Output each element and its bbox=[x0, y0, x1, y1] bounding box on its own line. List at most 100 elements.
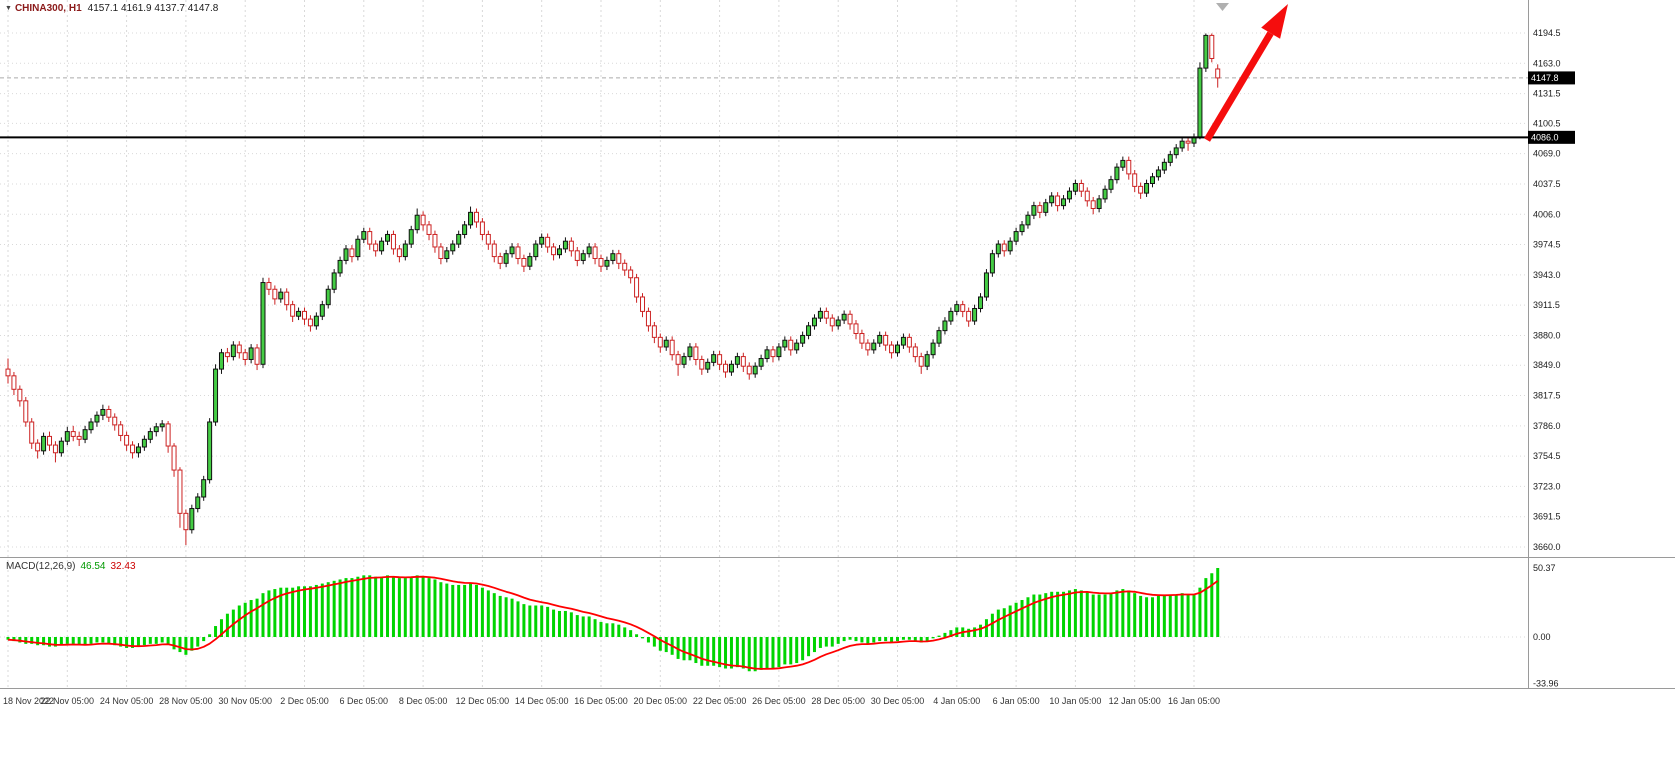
macd-bar bbox=[6, 637, 10, 640]
macd-bar bbox=[303, 586, 306, 637]
macd-bar bbox=[1156, 595, 1160, 637]
candle bbox=[906, 336, 912, 348]
macd-bar bbox=[1121, 589, 1125, 637]
macd-bar bbox=[71, 637, 75, 644]
macd-bar bbox=[113, 637, 117, 646]
candle bbox=[248, 347, 254, 360]
candle bbox=[889, 344, 895, 354]
macd-bar bbox=[214, 626, 218, 637]
macd-bar bbox=[866, 637, 870, 644]
price-scale[interactable] bbox=[1529, 0, 1675, 688]
time-axis-label: 14 Dec 05:00 bbox=[515, 696, 569, 706]
macd-bar bbox=[884, 637, 888, 642]
macd-bar bbox=[273, 589, 277, 637]
time-axis-labels: 18 Nov 202222 Nov 05:00 24 Nov 05:00 28 No… bbox=[3, 696, 1220, 706]
macd-pane[interactable] bbox=[0, 559, 1528, 688]
macd-bar bbox=[261, 593, 265, 637]
candle bbox=[811, 317, 817, 327]
macd-bar bbox=[919, 637, 923, 643]
time-scale[interactable] bbox=[0, 689, 1675, 713]
macd-bar bbox=[729, 637, 733, 669]
candle bbox=[527, 256, 533, 267]
candle bbox=[829, 317, 835, 327]
macd-bar bbox=[931, 637, 935, 639]
candle bbox=[1215, 68, 1221, 79]
candle bbox=[1114, 166, 1120, 181]
candle bbox=[895, 344, 900, 354]
candle bbox=[1031, 205, 1037, 216]
candle bbox=[586, 246, 592, 255]
chart-shift-marker-icon[interactable] bbox=[1216, 3, 1229, 11]
candle bbox=[343, 248, 349, 261]
candle bbox=[764, 349, 770, 360]
macd-bar bbox=[338, 579, 342, 637]
macd-bar bbox=[984, 619, 988, 637]
candle bbox=[94, 414, 100, 423]
trend-arrow[interactable] bbox=[1203, 4, 1288, 142]
macd-bar bbox=[872, 637, 876, 643]
candle bbox=[948, 310, 954, 322]
macd-bar bbox=[848, 637, 852, 640]
candle bbox=[47, 435, 53, 446]
macd-bar bbox=[1026, 597, 1030, 637]
macd-bar bbox=[735, 637, 739, 668]
macd-bar bbox=[925, 637, 929, 642]
macd-bar bbox=[48, 637, 52, 647]
macd-bar bbox=[1180, 593, 1184, 637]
candle bbox=[1061, 198, 1067, 207]
candle bbox=[1144, 182, 1150, 194]
candle bbox=[64, 431, 70, 442]
macd-bar bbox=[1192, 594, 1196, 637]
macd-bar bbox=[59, 637, 63, 646]
macd-bar bbox=[18, 637, 22, 643]
macd-bar bbox=[1115, 590, 1119, 637]
price-axis-label: 4163.0 bbox=[1533, 58, 1561, 68]
macd-bar bbox=[1008, 605, 1012, 637]
macd-bar bbox=[599, 621, 603, 637]
candle bbox=[788, 339, 794, 351]
macd-histogram bbox=[6, 567, 1220, 672]
time-axis-label: 30 Dec 05:00 bbox=[871, 696, 925, 706]
price-axis-label: 3911.5 bbox=[1533, 300, 1560, 310]
macd-bar bbox=[208, 634, 212, 637]
candle bbox=[313, 315, 319, 327]
macd-bar bbox=[457, 584, 461, 637]
macd-bar bbox=[36, 637, 40, 646]
hline-price-tag-text: 4086.0 bbox=[1531, 132, 1559, 142]
macd-bar bbox=[397, 578, 401, 637]
macd-bar bbox=[676, 637, 680, 659]
price-axis-label: 4194.5 bbox=[1533, 28, 1561, 38]
macd-bar bbox=[623, 627, 627, 637]
candle bbox=[574, 250, 580, 261]
candle bbox=[254, 347, 260, 365]
candle bbox=[319, 304, 325, 317]
macd-bar bbox=[196, 637, 200, 647]
candle bbox=[361, 231, 367, 240]
macd-bar bbox=[1085, 591, 1089, 637]
candle bbox=[853, 323, 859, 335]
macd-bar bbox=[83, 637, 87, 646]
macd-bar bbox=[534, 605, 538, 637]
macd-bar bbox=[1050, 591, 1054, 637]
price-gridlines bbox=[0, 32, 1528, 548]
time-axis-label: 24 Nov 05:00 bbox=[100, 696, 154, 706]
candle bbox=[1055, 195, 1061, 207]
macd-bar bbox=[546, 606, 550, 637]
chart-plot-area[interactable] bbox=[0, 0, 1528, 557]
candle bbox=[717, 354, 723, 365]
macd-bar bbox=[611, 623, 615, 637]
time-axis-label: 10 Jan 05:00 bbox=[1049, 696, 1101, 706]
candle bbox=[1078, 182, 1084, 192]
macd-bar bbox=[474, 584, 478, 637]
symbol-dropdown-icon[interactable]: ▼ bbox=[5, 5, 12, 12]
candle bbox=[610, 253, 616, 261]
macd-bar bbox=[320, 583, 324, 637]
macd-bar bbox=[818, 637, 822, 648]
macd-bar bbox=[712, 637, 716, 666]
macd-bar bbox=[344, 578, 348, 637]
macd-bar bbox=[1103, 594, 1107, 637]
time-axis-label: 4 Jan 05:00 bbox=[933, 696, 980, 706]
macd-bar bbox=[1204, 578, 1208, 637]
